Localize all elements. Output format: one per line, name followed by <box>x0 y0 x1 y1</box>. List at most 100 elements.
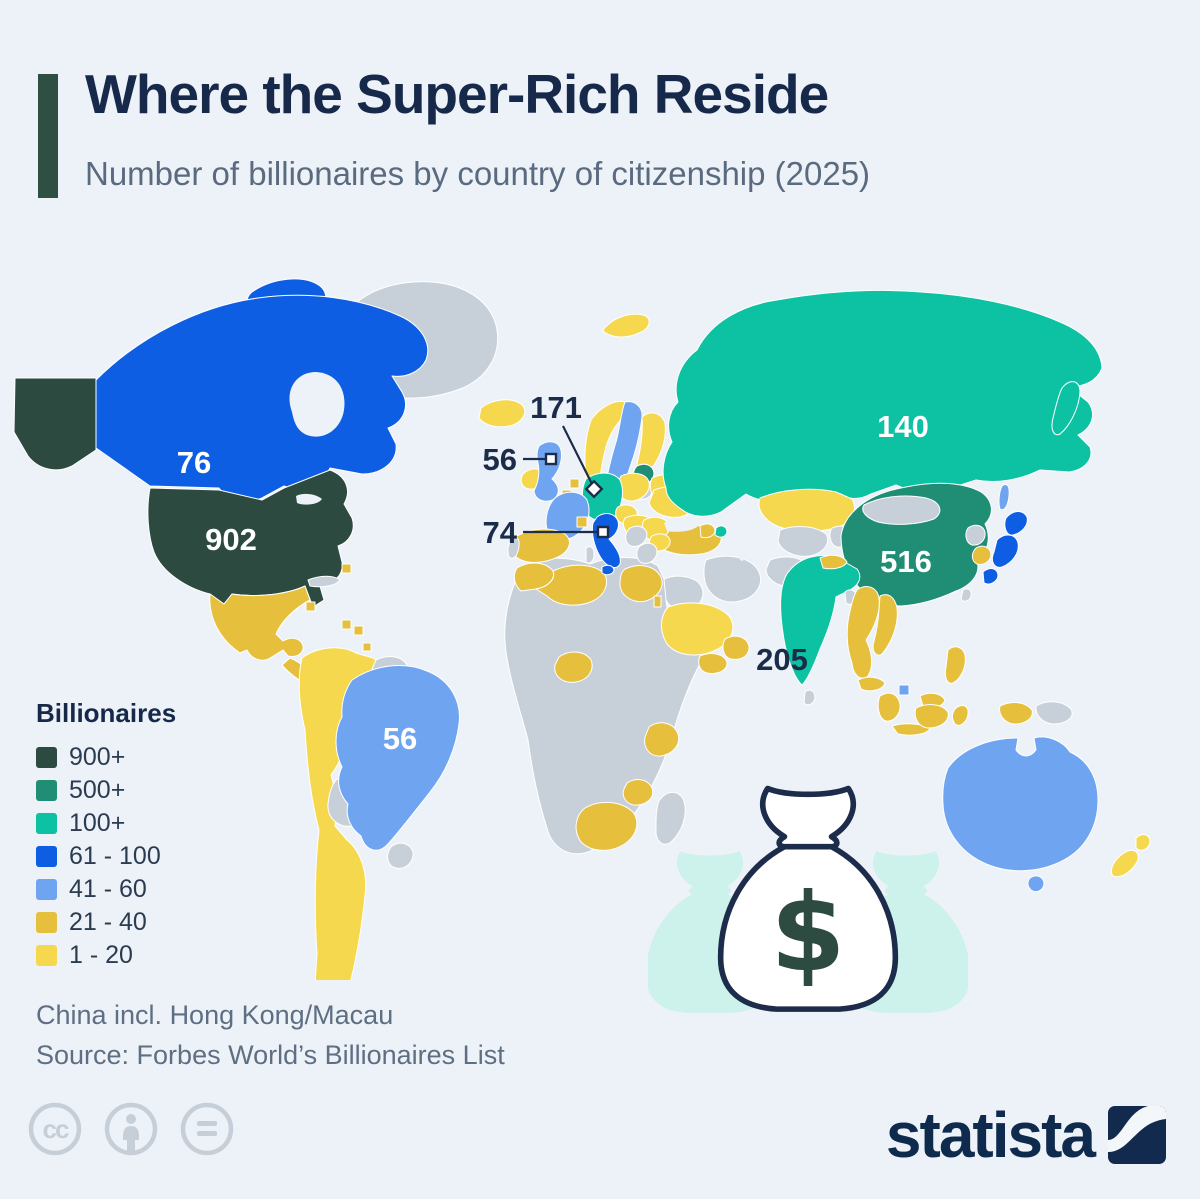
legend-swatch-900 <box>36 747 57 768</box>
country-italy <box>591 513 621 569</box>
country-sakhalin <box>998 483 1010 511</box>
legend-label: 1 - 20 <box>69 941 133 969</box>
legend-label: 41 - 60 <box>69 875 147 903</box>
country-taiwan <box>960 588 972 602</box>
page-title: Where the Super-Rich Reside <box>85 63 829 125</box>
attribution-icon <box>104 1102 158 1156</box>
value-label-russia: 140 <box>877 409 929 444</box>
legend-label: 21 - 40 <box>69 908 147 936</box>
country-sardinia <box>585 546 595 564</box>
dollar-sign-icon: $ <box>770 871 845 996</box>
region-balkans <box>625 525 648 547</box>
hudson-bay <box>289 372 345 437</box>
country-egypt <box>619 565 663 603</box>
great-lakes <box>296 493 322 505</box>
legend-label: 100+ <box>69 809 126 837</box>
value-label-uk: 56 <box>483 442 517 477</box>
map-legend: Billionaires 900+ 500+ 100+ 61 - 100 41 … <box>36 698 176 972</box>
country-switzerland <box>576 516 588 528</box>
legend-swatch-100 <box>36 813 57 834</box>
country-myanmar-thailand <box>846 586 880 679</box>
country-norway <box>584 400 629 492</box>
country-mongolia <box>862 495 941 525</box>
legend-swatch-61-100 <box>36 846 57 867</box>
footnote: China incl. Hong Kong/Macau <box>36 1000 394 1030</box>
marker-germany <box>584 479 604 499</box>
country-alaska <box>13 377 97 471</box>
legend-item: 1 - 20 <box>36 939 176 972</box>
country-finland <box>636 412 666 471</box>
cc-glyph: cc <box>43 1114 69 1144</box>
country-zimbabwe <box>622 779 654 806</box>
country-madagascar <box>655 791 686 845</box>
marker-uk <box>544 452 558 466</box>
value-label-india: 205 <box>756 642 808 677</box>
region-central-asia <box>777 526 829 557</box>
country-south-africa <box>575 801 638 851</box>
cc-icon <box>28 1102 82 1156</box>
legend-swatch-21-40 <box>36 912 57 933</box>
country-malaysia <box>857 676 886 692</box>
marker-italy <box>596 525 610 539</box>
legend-title: Billionaires <box>36 698 177 728</box>
country-australia <box>942 736 1099 872</box>
value-label-italy: 74 <box>483 515 518 550</box>
country-tasmania <box>1027 875 1045 893</box>
title-accent-bar <box>38 74 58 198</box>
country-kazakhstan <box>758 488 855 532</box>
country-iran <box>703 555 762 603</box>
legend-item: 100+ <box>36 807 176 840</box>
country-canada <box>95 294 429 502</box>
country-new-zealand <box>1135 834 1151 851</box>
country-indonesia-sulawesi <box>952 705 969 726</box>
country-tanzania <box>644 722 680 757</box>
country-india <box>780 555 861 686</box>
attribution-glyph <box>123 1114 139 1152</box>
country-indonesia-sumatra <box>877 692 901 722</box>
country-iceland <box>478 399 526 428</box>
equals-glyph <box>197 1121 217 1136</box>
country-spain <box>510 528 570 563</box>
license-icons: cc <box>28 1102 234 1156</box>
legend-swatch-1-20 <box>36 945 57 966</box>
country-portugal <box>507 536 520 559</box>
caribbean-marker <box>341 619 352 630</box>
legend-item: 900+ <box>36 741 176 774</box>
country-italy-sicily <box>601 564 615 576</box>
source-line: Source: Forbes World’s Billionaires List <box>36 1040 505 1070</box>
country-nigeria <box>554 651 593 683</box>
country-philippines <box>944 646 966 684</box>
world-map: 902 76 56 140 516 205 171 56 74 <box>13 278 1151 980</box>
country-brazil <box>335 665 460 851</box>
country-saudi-arabia <box>661 602 734 656</box>
caspian-sea <box>736 516 757 561</box>
country-mexico <box>209 585 311 661</box>
country-uruguay <box>387 842 414 869</box>
page-subtitle: Number of billionaires by country of cit… <box>85 155 871 192</box>
svalbard <box>602 313 650 338</box>
caribbean-marker <box>341 563 352 574</box>
value-label-china: 516 <box>880 544 932 579</box>
caribbean-marker <box>305 601 316 612</box>
legend-item: 21 - 40 <box>36 906 176 939</box>
country-israel <box>653 595 662 608</box>
statista-logo-icon <box>1108 1106 1166 1164</box>
country-singapore <box>898 684 910 696</box>
black-sea <box>664 519 699 532</box>
value-label-brazil: 56 <box>383 721 417 756</box>
country-sri-lanka <box>803 689 816 706</box>
country-russia <box>662 289 1103 517</box>
legend-item: 61 - 100 <box>36 840 176 873</box>
money-bag-illustration: $ <box>648 785 968 1013</box>
legend-swatch-500 <box>36 780 57 801</box>
country-azerbaijan <box>714 525 728 538</box>
country-netherlands <box>569 478 580 489</box>
country-georgia <box>699 523 716 539</box>
caribbean-marker <box>362 642 372 652</box>
country-new-zealand <box>1110 849 1139 878</box>
value-label-canada: 76 <box>177 445 211 480</box>
country-indonesia-papua <box>999 702 1033 725</box>
statista-branding: statista <box>886 1098 1166 1172</box>
legend-label: 61 - 100 <box>69 842 161 870</box>
legend-item: 500+ <box>36 774 176 807</box>
